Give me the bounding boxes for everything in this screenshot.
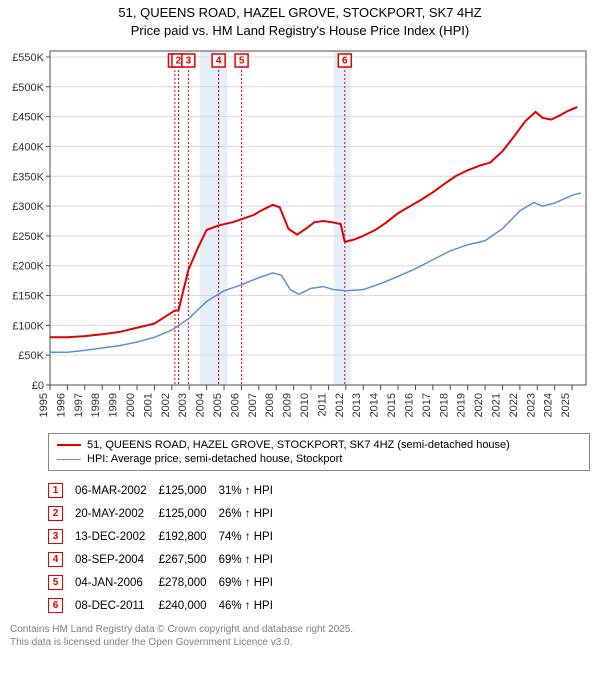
svg-text:2015: 2015 [386, 393, 398, 417]
transaction-price: £125,000 [159, 479, 219, 502]
transaction-marker: 6 [48, 598, 63, 613]
svg-text:£300K: £300K [12, 201, 44, 213]
transaction-date: 13-DEC-2002 [75, 525, 159, 548]
transaction-marker: 4 [48, 552, 63, 567]
transaction-date: 08-SEP-2004 [75, 548, 159, 571]
transaction-delta: 74% ↑ HPI [219, 525, 285, 548]
transaction-delta: 26% ↑ HPI [219, 502, 285, 525]
footer-note: Contains HM Land Registry data © Crown c… [10, 623, 592, 649]
transaction-delta: 31% ↑ HPI [219, 479, 285, 502]
legend-swatch [57, 459, 81, 460]
svg-text:2019: 2019 [456, 393, 468, 417]
svg-text:2011: 2011 [316, 393, 328, 417]
transaction-date: 04-JAN-2006 [75, 571, 159, 594]
table-row: 6 08-DEC-2011£240,00046% ↑ HPI [48, 594, 285, 617]
transactions-table: 1 06-MAR-2002£125,00031% ↑ HPI 2 20-MAY-200… [48, 479, 285, 617]
svg-text:2013: 2013 [351, 393, 363, 417]
legend-label: 51, QUEENS ROAD, HAZEL GROVE, STOCKPORT,… [87, 439, 510, 451]
legend-item: 51, QUEENS ROAD, HAZEL GROVE, STOCKPORT,… [57, 438, 581, 452]
svg-text:2004: 2004 [195, 393, 207, 417]
svg-text:£50K: £50K [18, 350, 44, 362]
price-chart: £0 £50K £100K £150K £200K £250K £300K £350K £400… [8, 45, 592, 425]
svg-text:2017: 2017 [421, 393, 433, 417]
table-row: 3 13-DEC-2002£192,80074% ↑ HPI [48, 525, 285, 548]
svg-text:2024: 2024 [543, 393, 555, 417]
svg-text:5: 5 [239, 56, 245, 67]
chart-title: 51, QUEENS ROAD, HAZEL GROVE, STOCKPORT,… [8, 4, 592, 39]
svg-text:£0: £0 [32, 380, 44, 392]
transaction-price: £267,500 [159, 548, 219, 571]
legend: 51, QUEENS ROAD, HAZEL GROVE, STOCKPORT,… [48, 433, 590, 471]
legend-swatch [57, 444, 81, 446]
svg-text:4: 4 [216, 56, 222, 67]
table-row: 1 06-MAR-2002£125,00031% ↑ HPI [48, 479, 285, 502]
transaction-price: £278,000 [159, 571, 219, 594]
svg-text:2001: 2001 [142, 393, 154, 417]
svg-text:2: 2 [176, 56, 182, 67]
svg-text:1999: 1999 [108, 393, 120, 417]
svg-text:2020: 2020 [473, 393, 485, 417]
svg-text:£250K: £250K [12, 231, 44, 243]
svg-text:£350K: £350K [12, 171, 44, 183]
svg-text:2022: 2022 [508, 393, 520, 417]
footer-line1: Contains HM Land Registry data © Crown c… [10, 623, 592, 636]
svg-text:1998: 1998 [90, 393, 102, 417]
transaction-price: £125,000 [159, 502, 219, 525]
svg-text:2006: 2006 [229, 393, 241, 417]
table-row: 4 08-SEP-2004£267,50069% ↑ HPI [48, 548, 285, 571]
transaction-delta: 69% ↑ HPI [219, 571, 285, 594]
svg-text:2002: 2002 [160, 393, 172, 417]
footer-line2: This data is licensed under the Open Gov… [10, 636, 592, 649]
svg-text:2023: 2023 [525, 393, 537, 417]
svg-text:6: 6 [342, 56, 348, 67]
svg-text:2005: 2005 [212, 393, 224, 417]
svg-text:£200K: £200K [12, 261, 44, 273]
transaction-delta: 46% ↑ HPI [219, 594, 285, 617]
transaction-marker: 5 [48, 575, 63, 590]
transaction-price: £240,000 [159, 594, 219, 617]
svg-text:2014: 2014 [369, 393, 381, 417]
transaction-date: 08-DEC-2011 [75, 594, 159, 617]
svg-text:2021: 2021 [490, 393, 502, 417]
transaction-marker: 2 [48, 506, 63, 521]
svg-text:1996: 1996 [55, 393, 67, 417]
legend-item: HPI: Average price, semi-detached house,… [57, 452, 581, 466]
chart-svg: £0 £50K £100K £150K £200K £250K £300K £350K £400… [8, 45, 592, 425]
svg-text:£500K: £500K [12, 82, 44, 94]
svg-text:2010: 2010 [299, 393, 311, 417]
svg-text:2018: 2018 [438, 393, 450, 417]
svg-text:2025: 2025 [560, 393, 572, 417]
transaction-date: 06-MAR-2002 [75, 479, 159, 502]
svg-text:£400K: £400K [12, 142, 44, 154]
svg-text:2009: 2009 [282, 393, 294, 417]
svg-text:£100K: £100K [12, 320, 44, 332]
svg-text:2012: 2012 [334, 393, 346, 417]
svg-text:3: 3 [186, 56, 192, 67]
svg-text:1997: 1997 [73, 393, 85, 417]
svg-text:£450K: £450K [12, 112, 44, 124]
svg-text:2008: 2008 [264, 393, 276, 417]
svg-text:2016: 2016 [403, 393, 415, 417]
svg-text:£550K: £550K [12, 52, 44, 64]
title-line2: Price paid vs. HM Land Registry's House … [8, 22, 592, 40]
transaction-marker: 1 [48, 483, 63, 498]
transaction-price: £192,800 [159, 525, 219, 548]
table-row: 5 04-JAN-2006£278,00069% ↑ HPI [48, 571, 285, 594]
svg-text:2003: 2003 [177, 393, 189, 417]
svg-text:2000: 2000 [125, 393, 137, 417]
transaction-date: 20-MAY-2002 [75, 502, 159, 525]
legend-label: HPI: Average price, semi-detached house,… [87, 453, 342, 465]
svg-text:2007: 2007 [247, 393, 259, 417]
svg-text:1995: 1995 [38, 393, 50, 417]
transaction-delta: 69% ↑ HPI [219, 548, 285, 571]
svg-text:£150K: £150K [12, 291, 44, 303]
table-row: 2 20-MAY-2002£125,00026% ↑ HPI [48, 502, 285, 525]
transaction-marker: 3 [48, 529, 63, 544]
title-line1: 51, QUEENS ROAD, HAZEL GROVE, STOCKPORT,… [8, 4, 592, 22]
